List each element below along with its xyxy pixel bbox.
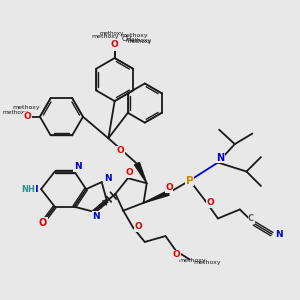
Text: C: C — [248, 214, 254, 224]
Text: methoxy: methoxy — [121, 34, 148, 38]
Text: P: P — [186, 176, 194, 185]
Text: N: N — [74, 162, 81, 171]
Text: O: O — [165, 183, 173, 192]
Text: O: O — [173, 250, 181, 260]
Text: methoxy: methoxy — [91, 34, 119, 39]
Text: O: O — [135, 222, 142, 231]
Text: methoxy: methoxy — [126, 38, 152, 43]
Text: N: N — [275, 230, 283, 239]
Text: methoxy: methoxy — [127, 39, 152, 44]
Text: methoxy: methoxy — [193, 260, 220, 265]
Text: methoxy: methoxy — [3, 110, 28, 115]
Text: O: O — [126, 168, 134, 177]
Text: O: O — [111, 40, 119, 49]
Text: O: O — [23, 112, 31, 121]
Polygon shape — [134, 163, 147, 183]
Text: H: H — [26, 184, 32, 193]
Text: O: O — [206, 198, 214, 207]
Text: O: O — [39, 218, 47, 228]
Text: N: N — [92, 212, 100, 221]
Text: N: N — [104, 175, 111, 184]
Text: N: N — [216, 153, 224, 163]
Text: methoxy: methoxy — [99, 31, 124, 36]
Text: CH₃: CH₃ — [122, 36, 135, 42]
Polygon shape — [144, 191, 169, 203]
Text: N: N — [30, 184, 38, 194]
Text: methoxy: methoxy — [12, 105, 40, 110]
Text: NH: NH — [22, 184, 36, 194]
Text: O: O — [117, 146, 124, 155]
Text: methoxy: methoxy — [178, 258, 206, 263]
Text: O: O — [111, 41, 118, 50]
